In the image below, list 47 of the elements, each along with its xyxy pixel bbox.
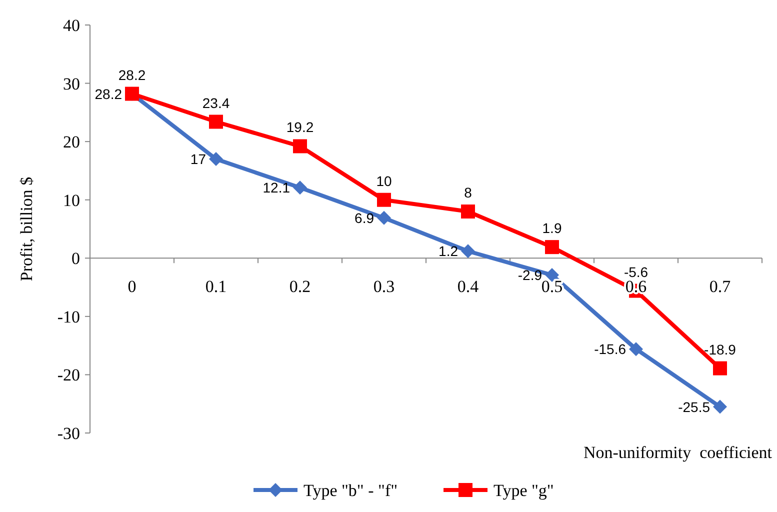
point xyxy=(545,240,559,254)
point xyxy=(293,139,307,154)
x-axis-title: Non-uniformity coefficient xyxy=(583,443,772,462)
y-tick-label: 40 xyxy=(63,16,80,35)
x-tick-label: 0 xyxy=(128,277,136,296)
x-tick-label: 0.7 xyxy=(709,277,732,296)
point xyxy=(209,114,223,129)
data-label: 17 xyxy=(190,151,206,168)
x-tick-label: 0.1 xyxy=(205,277,227,296)
y-tick-label: -20 xyxy=(57,366,80,385)
y-tick-label: 10 xyxy=(63,190,80,210)
y-axis-title: Profit, billion $ xyxy=(17,176,36,282)
data-label: -15.6 xyxy=(594,341,626,358)
x-tick-label: 0.3 xyxy=(373,277,395,296)
data-label: 23.4 xyxy=(202,94,230,111)
y-tick-label: 20 xyxy=(63,132,80,152)
data-label: 1.9 xyxy=(542,220,562,236)
y-tick-label: -30 xyxy=(57,424,80,443)
point xyxy=(377,192,391,207)
data-label: 6.9 xyxy=(354,210,374,226)
data-label: 12.1 xyxy=(262,180,290,196)
data-label: 8 xyxy=(464,184,472,201)
point xyxy=(209,152,223,166)
point xyxy=(461,204,475,219)
x-tick-label: 0.2 xyxy=(289,277,311,296)
y-tick-label: 0 xyxy=(72,249,80,268)
data-label: -5.6 xyxy=(624,264,648,280)
legend-label: Type "g" xyxy=(494,481,554,500)
point xyxy=(293,180,307,195)
data-label: 28.2 xyxy=(94,86,122,102)
point xyxy=(713,361,727,376)
y-tick-label: -10 xyxy=(57,307,80,326)
data-label: -18.9 xyxy=(704,341,736,358)
data-label: -25.5 xyxy=(678,398,710,415)
point xyxy=(377,210,391,225)
point xyxy=(629,342,643,356)
y-tick-label: 30 xyxy=(63,74,80,94)
data-label: 1.2 xyxy=(438,243,458,260)
point xyxy=(461,244,475,258)
x-tick-label: 0.4 xyxy=(457,277,480,296)
x-tick-label: 0.5 xyxy=(541,277,563,296)
data-label: 10 xyxy=(376,172,392,189)
point xyxy=(713,400,727,414)
data-label: 28.2 xyxy=(118,66,146,83)
legend-label: Type "b" - "f" xyxy=(304,481,398,500)
data-label: -2.9 xyxy=(518,267,542,284)
data-label: 19.2 xyxy=(286,119,314,136)
